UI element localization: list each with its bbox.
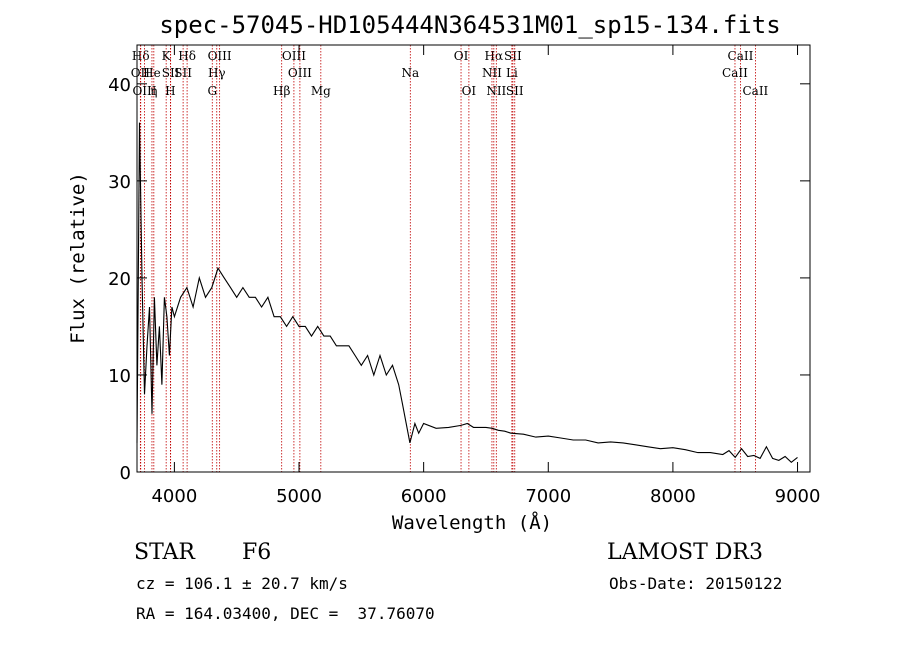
line-label-17: Na	[401, 66, 419, 80]
line-label-10: OIII	[208, 49, 232, 63]
line-label-4: η	[150, 84, 157, 98]
line-label-25: SII	[506, 84, 524, 98]
line-label-5: K	[162, 49, 172, 63]
object-class: STAR	[134, 540, 195, 565]
line-label-2: OIII	[132, 84, 156, 98]
line-label-18: OI	[454, 49, 469, 63]
line-label-0: Hδ	[132, 49, 150, 63]
line-label-13: Hβ	[273, 84, 290, 98]
x-tick-label-4: 8000	[650, 486, 696, 507]
line-label-11: Hγ	[208, 66, 226, 80]
redshift-readout: cz = 106.1 ± 20.7 km/s	[136, 574, 348, 593]
y-tick-label-4: 40	[108, 75, 131, 96]
chart-title: spec-57045-HD105444N364531M01_sp15-134.f…	[159, 11, 780, 39]
x-tick-label-0: 4000	[151, 486, 197, 507]
line-label-19: OI	[462, 84, 477, 98]
line-label-9: SII	[174, 66, 192, 80]
y-tick-label-1: 10	[108, 366, 131, 387]
line-label-23: SII	[504, 49, 522, 63]
survey-name: LAMOST DR3	[607, 540, 763, 565]
y-tick-label-0: 0	[120, 463, 131, 484]
coordinates: RA = 164.03400, DEC = 37.76070	[136, 604, 435, 623]
line-label-1: OII	[131, 66, 151, 80]
line-label-12: G	[207, 84, 217, 98]
line-label-26: CaII	[728, 49, 754, 63]
x-tick-label-1: 5000	[276, 486, 322, 507]
x-axis-ticks: 4000 5000 6000 7000 8000 9000	[151, 45, 820, 507]
line-label-28: CaII	[742, 84, 768, 98]
line-label-20: Hα	[485, 49, 504, 63]
line-label-3: He	[143, 66, 161, 80]
object-subclass: F6	[242, 540, 272, 565]
x-tick-label-5: 9000	[775, 486, 821, 507]
line-label-24: Li	[506, 66, 518, 80]
line-label-15: OIII	[288, 66, 312, 80]
y-tick-label-2: 20	[108, 269, 131, 290]
spectrum-line	[136, 122, 798, 464]
x-tick-label-3: 7000	[525, 486, 571, 507]
line-label-27: CaII	[722, 66, 748, 80]
line-label-21: NII	[482, 66, 502, 80]
x-tick-label-2: 6000	[401, 486, 447, 507]
line-label-22: NII	[486, 84, 506, 98]
line-label-7: H	[165, 84, 175, 98]
y-tick-label-3: 30	[108, 172, 131, 193]
plot-frame	[136, 44, 811, 473]
line-label-8: Hδ	[178, 49, 196, 63]
y-axis-label: Flux (relative)	[67, 172, 89, 344]
obs-date: Obs-Date: 20150122	[609, 574, 783, 593]
line-label-14: OIII	[282, 49, 306, 63]
line-label-16: Mg	[311, 84, 331, 98]
spectrum-series	[136, 122, 798, 464]
y-axis-ticks: 0 10 20 30 40	[108, 75, 810, 484]
x-axis-label: Wavelength (Å)	[392, 511, 552, 534]
